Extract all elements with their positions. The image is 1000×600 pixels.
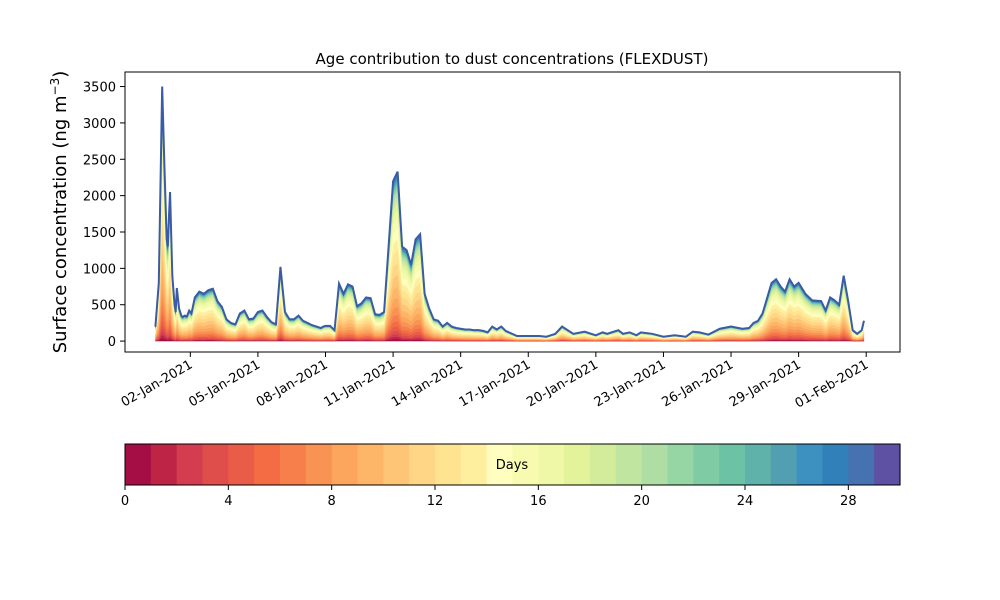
colorbar-cell [719,444,746,485]
y-tick-label: 3000 [83,117,116,132]
colorbar-cell [615,444,643,485]
y-tick-label: 0 [108,335,116,350]
colorbar-tick-label: 16 [530,494,547,509]
colorbar-tick-label: 8 [328,494,336,509]
y-axis-ticks: 0 500 1000 1500 2000 2500 3000 3500 [83,81,125,350]
colorbar-tick-label: 0 [121,494,129,509]
colorbar-cell [228,444,255,485]
colorbar-cell [745,444,772,485]
colorbar-ticks: 0 4 8 12 16 20 24 28 [121,485,857,509]
colorbar-cell [357,444,384,485]
colorbar-cell [848,444,875,485]
colorbar-cell [305,444,333,485]
colorbar-cell [564,444,591,485]
y-tick-label: 2500 [83,153,116,168]
colorbar-cell [150,444,178,485]
colorbar-cell [409,444,436,485]
colorbar-tick-label: 28 [840,494,857,509]
colorbar-cell [693,444,720,485]
colorbar-cell [874,444,901,485]
colorbar-cell [125,444,152,485]
colorbar-frame [124,443,901,486]
chart-title: Age contribution to dust concentrations … [316,50,709,68]
colorbar-tick-label: 12 [427,494,444,509]
colorbar-cell [435,444,462,485]
colorbar-tick-label: 24 [737,494,754,509]
plot-area [124,71,901,353]
y-axis-label: Surface concentration (ng m−3) [48,71,71,354]
y-tick-label: 3500 [83,81,116,96]
colorbar-cell [176,444,204,485]
colorbar-cell [822,444,849,485]
colorbar-cells [125,444,901,485]
y-tick-label: 1500 [83,226,116,241]
total-concentration-line [154,86,865,338]
colorbar-cell [486,444,514,485]
y-tick-label: 2000 [83,190,116,205]
y-axis-label-exponent: −3 [48,78,62,96]
colorbar-cell [538,444,565,485]
colorbar-cell [796,444,824,485]
colorbar-cell [460,444,488,485]
y-axis-label-text: Surface concentration (ng m [50,95,71,353]
plot-frame [124,71,901,353]
colorbar-cell [770,444,798,485]
colorbar-cell [202,444,229,485]
colorbar-label: Days [496,458,529,473]
colorbar-cell [512,444,539,485]
colorbar-cell [590,444,617,485]
colorbar-tick-label: 4 [224,494,232,509]
colorbar-cell [383,444,410,485]
y-axis-label-close: ) [50,71,71,78]
y-tick-label: 500 [91,299,116,314]
colorbar-tick-label: 20 [633,494,650,509]
colorbar-cell [667,444,694,485]
colorbar-cell [641,444,669,485]
colorbar-cell [254,444,281,485]
colorbar-cell [280,444,307,485]
colorbar-cell [331,444,359,485]
colorbar: Days 0 4 8 12 16 20 24 28 [121,443,901,509]
y-tick-label: 1000 [83,262,116,277]
